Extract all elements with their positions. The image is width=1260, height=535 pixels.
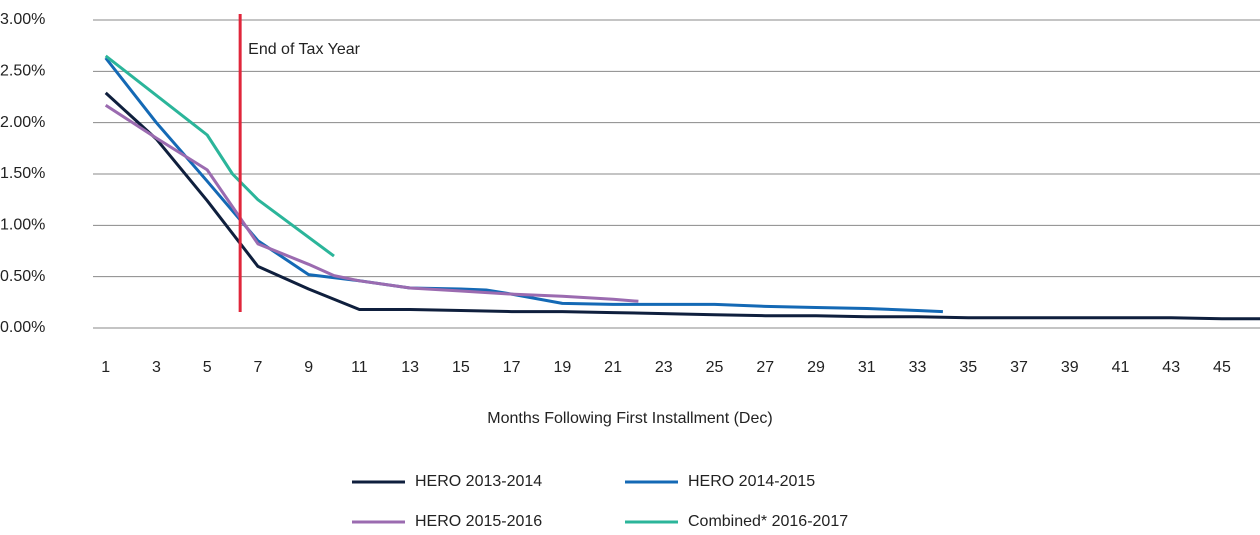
x-tick-label: 13 (401, 359, 419, 376)
y-tick-label: 3.00% (0, 11, 45, 28)
x-tick-label: 31 (858, 359, 876, 376)
series-line (104, 57, 943, 314)
y-tick-label: 1.50% (0, 165, 45, 182)
x-tick-label: 33 (909, 359, 927, 376)
x-tick-label: 15 (452, 359, 470, 376)
y-tick-label: 0.00% (0, 319, 45, 336)
series-line (104, 54, 335, 258)
x-tick-label: 5 (203, 359, 212, 376)
x-tick-label: 39 (1061, 359, 1079, 376)
series-line (104, 103, 639, 303)
x-tick-label: 37 (1010, 359, 1028, 376)
x-tick-label: 3 (152, 359, 161, 376)
y-tick-label: 2.00% (0, 114, 45, 131)
x-tick-label: 27 (756, 359, 774, 376)
x-tick-label: 35 (959, 359, 977, 376)
y-tick-label: 1.00% (0, 217, 45, 234)
x-tick-label: 45 (1213, 359, 1231, 376)
x-tick-label: 41 (1112, 359, 1130, 376)
legend-label: HERO 2013-2014 (415, 473, 542, 490)
x-tick-label: 19 (553, 359, 571, 376)
x-tick-label: 1 (101, 359, 110, 376)
x-tick-label: 43 (1162, 359, 1180, 376)
x-tick-label: 21 (604, 359, 622, 376)
x-tick-label: 23 (655, 359, 673, 376)
x-tick-label: 17 (503, 359, 521, 376)
y-tick-label: 2.50% (0, 63, 45, 80)
x-axis-label: Months Following First Installment (Dec) (487, 410, 772, 427)
x-tick-label: 7 (253, 359, 262, 376)
legend-label: Combined* 2016-2017 (688, 513, 848, 530)
x-tick-label: 11 (351, 359, 368, 376)
x-tick-label: 9 (304, 359, 313, 376)
series-line (104, 91, 1260, 321)
x-tick-label: 29 (807, 359, 825, 376)
annotation-text: End of Tax Year (248, 41, 360, 58)
y-tick-label: 0.50% (0, 268, 45, 285)
x-tick-label: 25 (706, 359, 724, 376)
legend-label: HERO 2015-2016 (415, 513, 542, 530)
legend-label: HERO 2014-2015 (688, 473, 815, 490)
